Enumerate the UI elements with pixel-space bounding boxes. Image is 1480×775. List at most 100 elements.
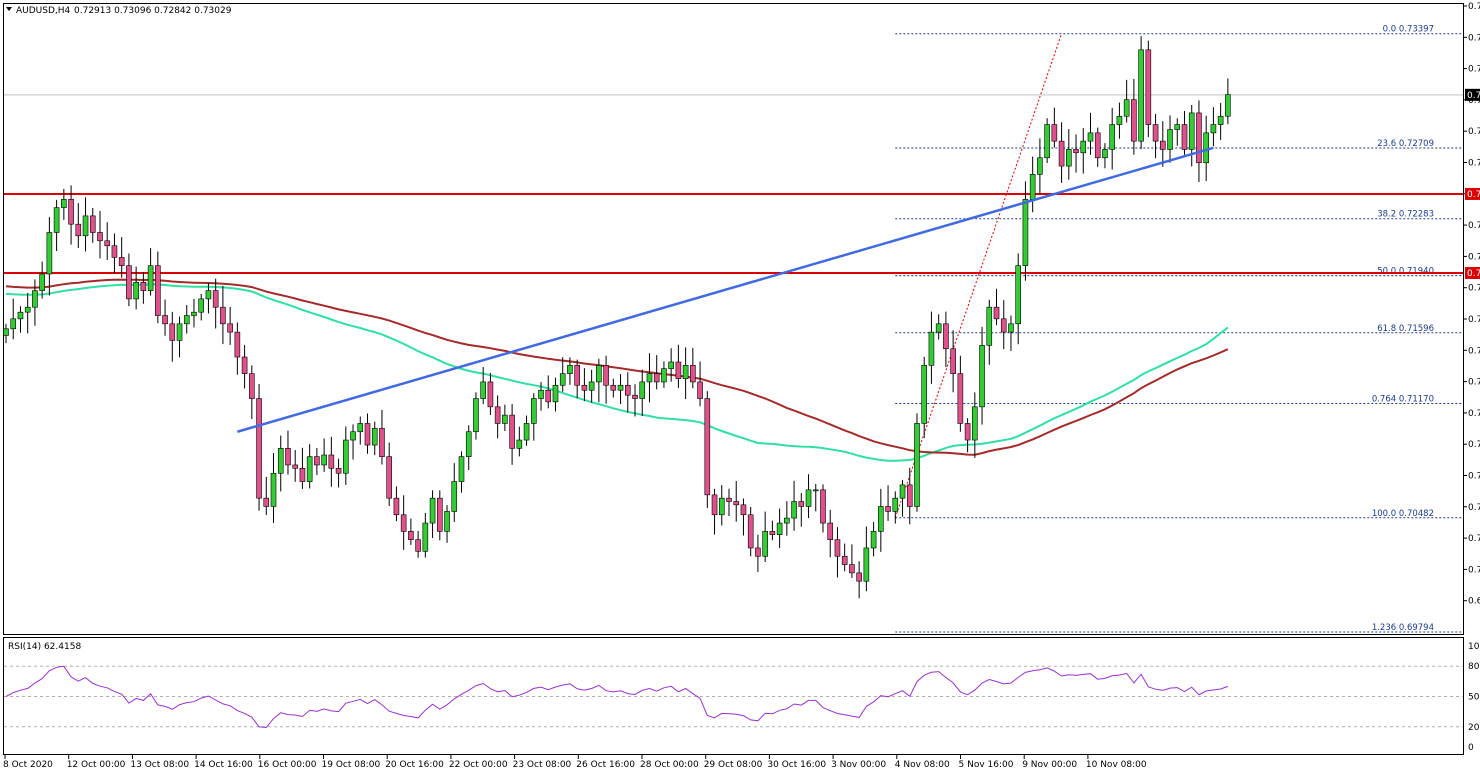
bull-candle-body	[147, 265, 154, 291]
candle	[415, 530, 421, 558]
candle	[776, 508, 783, 548]
bear-candle-body	[885, 506, 891, 512]
candle	[444, 505, 450, 543]
candle	[639, 369, 646, 416]
bear-candle-body	[653, 373, 660, 383]
candle	[176, 316, 183, 358]
bear-candle-body	[950, 348, 956, 374]
collapse-triangle-icon[interactable]	[6, 7, 12, 11]
bear-candle-body	[314, 456, 320, 466]
candle	[205, 282, 212, 314]
candle	[220, 285, 226, 345]
bull-candle-body	[682, 365, 689, 379]
bear-candle-body	[249, 373, 255, 399]
trendline-layer[interactable]	[237, 146, 1214, 433]
bear-candle-body	[711, 494, 718, 516]
candle	[285, 430, 291, 475]
candle	[1196, 100, 1202, 183]
time-tick-label: 5 Nov 16:00	[959, 760, 1014, 770]
candle	[104, 222, 111, 260]
candle	[97, 210, 103, 259]
candle	[162, 299, 168, 336]
support-trendline[interactable]	[237, 146, 1214, 433]
candle	[740, 498, 747, 536]
bull-candle-body	[1217, 115, 1224, 125]
candle	[400, 495, 407, 550]
bear-candle-body	[393, 497, 400, 516]
bull-candle-body	[3, 328, 9, 336]
candle	[762, 511, 768, 563]
candle	[690, 347, 696, 389]
candle	[805, 474, 812, 519]
bull-candle-body	[198, 298, 205, 313]
price-tick-label: 0.73175	[1468, 65, 1480, 75]
bull-candle-body	[1203, 132, 1209, 164]
bear-candle-body	[603, 365, 609, 386]
bull-candle-body	[791, 501, 797, 519]
bull-candle-body	[458, 456, 465, 482]
candle	[1167, 115, 1173, 163]
bull-candle-body	[205, 290, 212, 300]
horizontal-lines[interactable]	[4, 94, 1463, 275]
time-tick-label: 9 Nov 00:00	[1022, 760, 1077, 770]
current-price-tag: 0.73029	[1467, 91, 1480, 101]
candle	[820, 484, 826, 533]
bull-candle-body	[1188, 112, 1195, 150]
candle	[82, 197, 89, 252]
bear-candle-body	[487, 381, 494, 408]
bear-candle-body	[263, 497, 270, 507]
candle	[1210, 107, 1217, 147]
candle	[408, 518, 414, 545]
time-tick-label: 3 Nov 00:00	[831, 760, 886, 770]
candle	[234, 322, 241, 375]
candle	[292, 450, 299, 482]
bear-candle-body	[509, 414, 515, 449]
bull-candle-body	[588, 381, 595, 391]
bear-candle-body	[957, 373, 964, 424]
candle	[350, 424, 356, 460]
fib-level-label: 0.764 0.71170	[1372, 395, 1434, 405]
candle	[567, 357, 573, 385]
candle	[147, 248, 154, 296]
rsi-tick-label: 50	[1468, 693, 1480, 703]
bear-candle-body	[140, 282, 147, 291]
candle	[1073, 134, 1079, 173]
bull-candle-body	[451, 481, 458, 512]
candle	[277, 435, 284, 492]
candle	[1203, 115, 1209, 182]
bull-candle-body	[1102, 149, 1108, 159]
bull-candle-body	[1015, 265, 1022, 325]
candle	[646, 353, 653, 403]
bull-candle-body	[1138, 49, 1144, 142]
candle	[1066, 129, 1072, 180]
time-tick-label: 26 Oct 16:00	[576, 760, 635, 770]
candle	[487, 372, 494, 415]
candle	[140, 271, 147, 304]
price-tick-label: 0.70030	[1468, 565, 1480, 575]
candle	[343, 426, 349, 485]
candle	[335, 458, 342, 488]
time-tick-label: 30 Oct 16:00	[767, 760, 826, 770]
bear-candle-body	[545, 389, 552, 403]
ohlc-readout: 0.72913 0.73096 0.72842 0.73029	[74, 6, 232, 16]
bear-candle-body	[328, 454, 335, 469]
bull-candle-body	[176, 323, 183, 341]
fibonacci-retracement[interactable]: 0.0 0.73397 23.6 0.72709 38.2 0.72283 50.0 …	[894, 25, 1463, 633]
bull-candle-body	[892, 497, 899, 512]
candle	[559, 357, 566, 392]
candle	[509, 404, 515, 465]
fib-level-label: 100.0 0.70482	[1372, 509, 1434, 519]
candle	[856, 561, 862, 599]
candle	[523, 415, 530, 446]
price-tick-label: 0.72585	[1468, 159, 1480, 169]
time-tick-label: 16 Oct 00:00	[258, 760, 317, 770]
resistance-tag-lower-bg	[1465, 267, 1480, 280]
rsi-tick-label: 100	[1468, 642, 1480, 652]
candle	[155, 251, 161, 324]
candle	[458, 451, 465, 493]
ma-slow-line	[5, 278, 1229, 456]
candle	[465, 425, 472, 471]
bull-candle-body	[776, 522, 783, 535]
candle	[841, 543, 848, 572]
candle	[1102, 143, 1108, 169]
